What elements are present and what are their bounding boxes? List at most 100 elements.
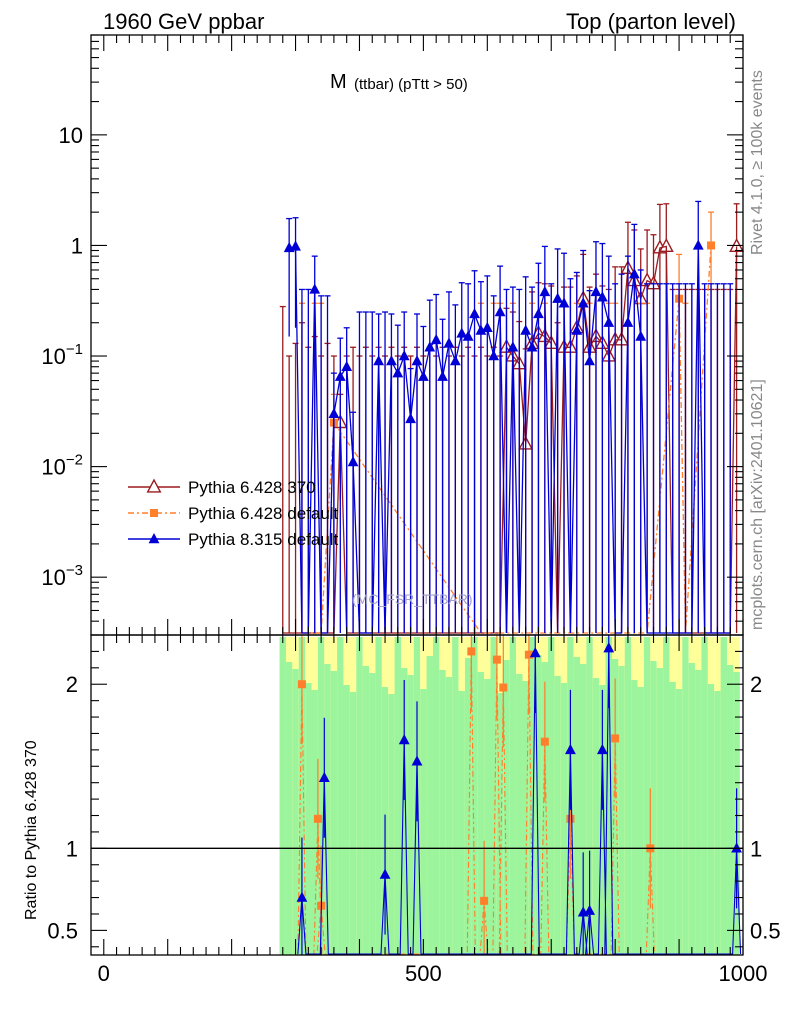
band-inner	[317, 637, 325, 955]
ratio-point	[565, 743, 576, 755]
ratio-point	[524, 650, 533, 659]
band-inner	[458, 691, 465, 955]
legend-marker	[150, 509, 158, 517]
x-tick-label: 0	[98, 961, 110, 986]
band-inner	[349, 692, 357, 955]
series-2	[283, 200, 734, 634]
series-line	[301, 245, 712, 634]
plot-title-main: M	[330, 71, 347, 93]
band-inner	[356, 637, 363, 955]
band-inner	[496, 693, 504, 955]
legend-label: Pythia 8.315 default	[188, 530, 339, 549]
x-tick-label: 1000	[719, 961, 768, 986]
ratio-y-tick-label-right: 2	[750, 672, 762, 697]
main-panel-series	[279, 200, 745, 634]
band-inner	[675, 689, 683, 955]
band-inner	[650, 661, 657, 955]
band-inner	[477, 672, 485, 955]
band-inner	[452, 637, 459, 955]
x-tick-labels: 0 500 1000	[98, 961, 768, 986]
band-inner	[298, 637, 306, 955]
ratio-point	[411, 755, 423, 766]
ratio-point	[584, 904, 595, 915]
header-energy-label: 1960 GeV ppbar	[103, 9, 264, 34]
band-inner	[535, 655, 542, 955]
band-inner	[471, 637, 478, 955]
band-inner	[727, 665, 734, 955]
band-inner	[394, 637, 402, 955]
band-inner	[548, 637, 555, 955]
data-point	[577, 297, 589, 308]
ratio-y-tick-label-right: 0.5	[750, 918, 781, 943]
band-inner	[522, 681, 529, 955]
legend-label: Pythia 6.428 370	[188, 478, 316, 497]
legend-label: Pythia 6.428 default	[188, 504, 339, 523]
band-inner	[624, 637, 632, 955]
legend: Pythia 6.428 370 Pythia 6.428 default Pyth…	[128, 478, 339, 549]
x-tick-label: 500	[405, 961, 442, 986]
band-inner	[669, 682, 676, 955]
data-point	[539, 285, 551, 297]
band-inner	[618, 666, 625, 955]
data-point	[596, 291, 608, 302]
band-inner	[369, 673, 376, 955]
band-inner	[631, 680, 638, 955]
band-inner	[401, 668, 408, 955]
band-inner	[643, 637, 651, 955]
band-inner	[541, 662, 549, 955]
band-inner	[714, 691, 721, 955]
ratio-point	[467, 647, 476, 656]
data-point	[373, 355, 385, 366]
data-point	[290, 240, 301, 251]
band-inner	[490, 637, 497, 955]
main-y-tick-label: 1	[71, 233, 83, 258]
ratio-y-tick-label-left: 2	[66, 672, 78, 697]
band-inner	[420, 689, 427, 955]
main-y-tick-label: 10−2	[41, 452, 83, 480]
ratio-point	[566, 814, 575, 823]
band-inner	[509, 637, 517, 955]
band-inner	[688, 663, 696, 955]
ratio-point	[499, 683, 508, 692]
ratio-y-axis-label: Ratio to Pythia 6.428 370	[23, 740, 40, 920]
ratio-point	[296, 891, 308, 902]
main-y-tick-labels: 10 1 10−1 10−2 10−3	[41, 123, 83, 590]
band-inner	[503, 660, 510, 955]
band-inner	[362, 666, 370, 955]
band-inner	[337, 637, 344, 955]
band-inner	[592, 678, 600, 955]
main-y-tick-label: 10	[59, 123, 83, 148]
ratio-point	[596, 743, 608, 755]
band-inner	[663, 637, 670, 955]
band-inner	[637, 687, 644, 955]
band-inner	[586, 637, 593, 955]
data-point	[558, 297, 570, 308]
band-inner	[445, 677, 453, 955]
series-line	[289, 245, 731, 634]
data-point	[309, 283, 321, 294]
band-inner	[528, 637, 536, 955]
ratio-y-tick-labels: 2 2 1 1 0.5 0.5	[47, 672, 780, 943]
ratio-y-tick-label-left: 1	[66, 836, 78, 861]
band-inner	[432, 637, 440, 955]
ratio-series-2	[296, 635, 743, 955]
data-point	[494, 306, 506, 317]
band-inner	[605, 637, 612, 955]
band-inner	[285, 662, 293, 955]
data-point	[520, 324, 532, 335]
band-inner	[343, 685, 350, 955]
band-inner	[516, 674, 523, 955]
band-inner	[580, 664, 587, 955]
ratio-y-tick-label-left: 0.5	[47, 918, 78, 943]
rivet-version-label: Rivet 4.1.0, ≥ 100k events	[749, 70, 766, 255]
data-point	[507, 341, 519, 352]
band-inner	[682, 637, 689, 955]
ratio-point	[611, 734, 620, 743]
band-inner	[324, 664, 331, 955]
band-inner	[426, 656, 433, 955]
band-inner	[656, 668, 664, 955]
mcplots-reference-label: mcplots.cern.ch [arXiv:2401.10621]	[749, 379, 766, 630]
analysis-watermark: (MC_FSR_TTBAR)	[352, 591, 473, 607]
ratio-point	[603, 642, 615, 653]
